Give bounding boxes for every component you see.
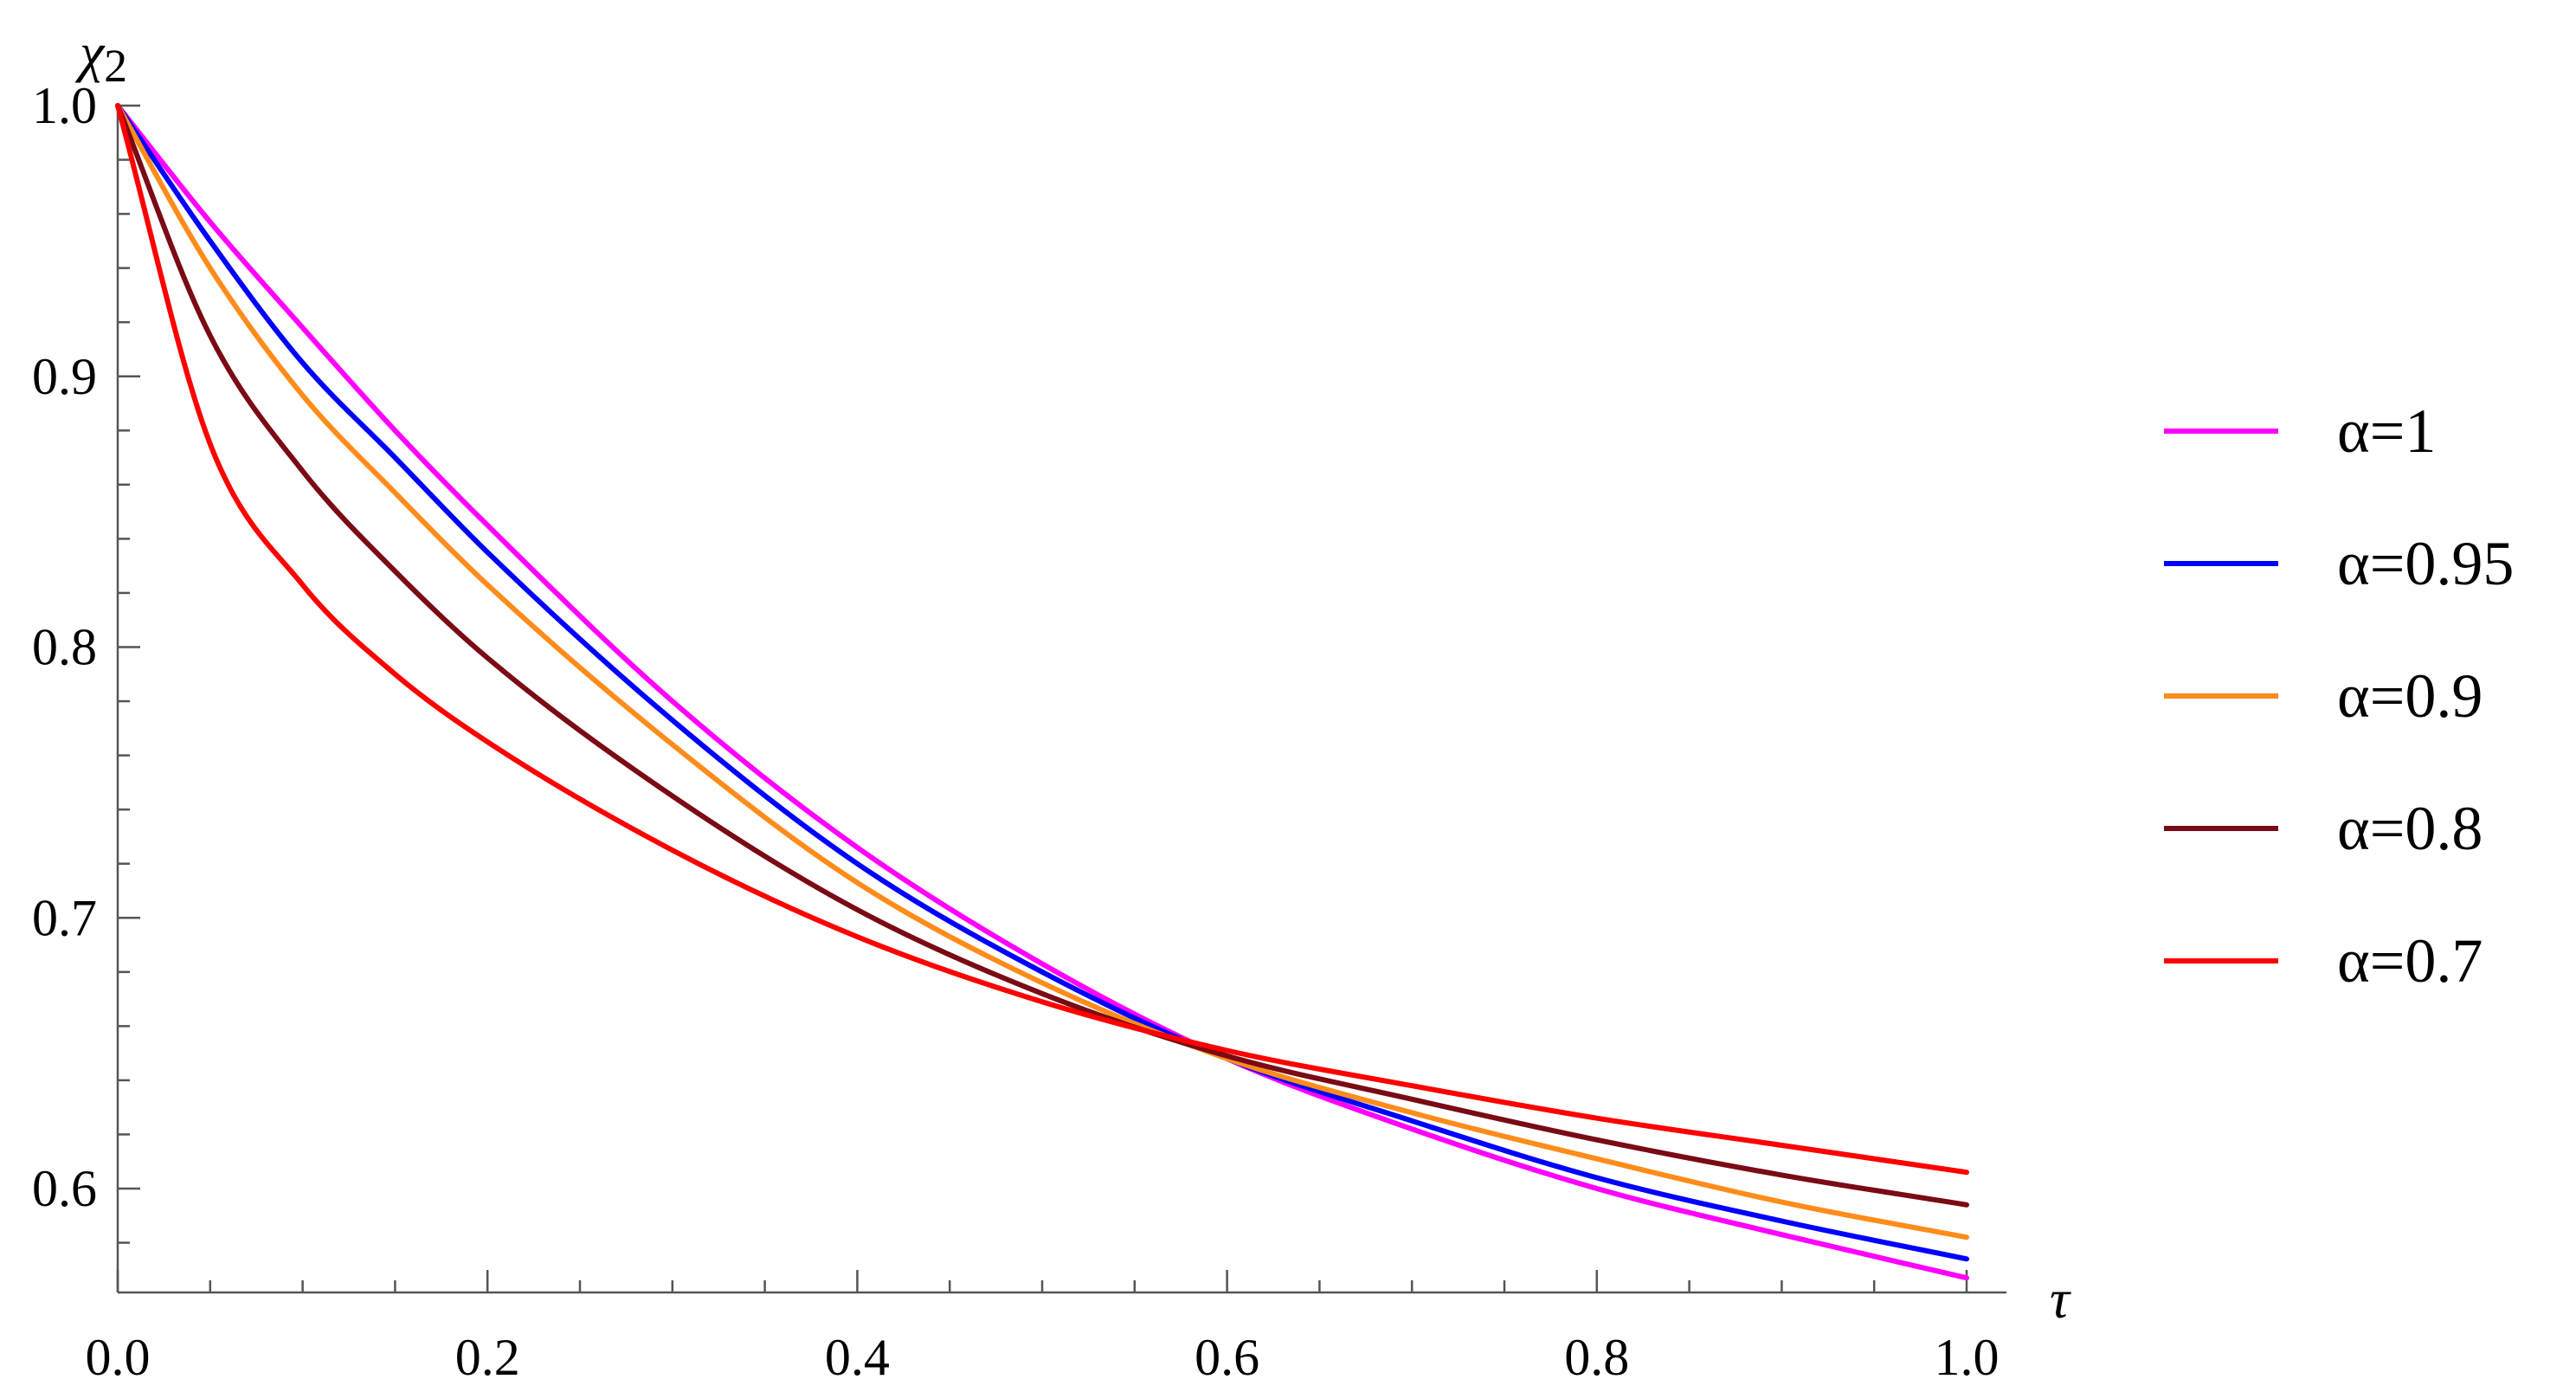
series-line-4 (115, 103, 1969, 1208)
y-axis-label-subscript: 2 (104, 40, 127, 92)
series-line-1 (115, 103, 1969, 1281)
series-line-5 (115, 103, 1969, 1176)
legend-label-3: α=0.9 (2337, 661, 2483, 731)
y-axis-label-symbol: χ (74, 22, 106, 83)
axis-ticks (116, 104, 1968, 1292)
x-tick-label: 0.6 (1195, 1329, 1259, 1386)
x-tick-label: 0.2 (455, 1329, 520, 1386)
x-tick-label: 0.8 (1564, 1329, 1629, 1386)
y-tick-label: 0.6 (32, 1160, 97, 1217)
y-tick-label: 0.7 (32, 889, 97, 946)
series-lines (115, 103, 1969, 1281)
y-tick-label: 1.0 (32, 77, 97, 134)
y-tick-label: 0.8 (32, 619, 97, 676)
y-tick-label: 0.9 (32, 348, 97, 405)
tick-labels: 0.0 0.2 0.4 0.6 0.8 1.0 0.6 0.7 0.8 0.9 1.0 (32, 77, 2000, 1386)
legend-label-2: α=0.95 (2337, 529, 2514, 598)
series-line-3 (115, 103, 1969, 1241)
x-tick-label: 1.0 (1935, 1329, 2000, 1386)
legend: α=1 α=0.95 α=0.9 α=0.8 α=0.7 (2164, 396, 2514, 996)
x-axis-label: τ (2050, 1268, 2071, 1330)
legend-label-5: α=0.7 (2337, 926, 2483, 996)
legend-label-4: α=0.8 (2337, 794, 2483, 863)
axes (116, 104, 2006, 1294)
x-tick-label: 0.4 (825, 1329, 890, 1386)
legend-label-1: α=1 (2337, 396, 2436, 466)
y-axis-label: χ2 (74, 22, 127, 92)
series-line-2 (115, 103, 1969, 1262)
x-tick-label: 0.0 (86, 1329, 151, 1386)
